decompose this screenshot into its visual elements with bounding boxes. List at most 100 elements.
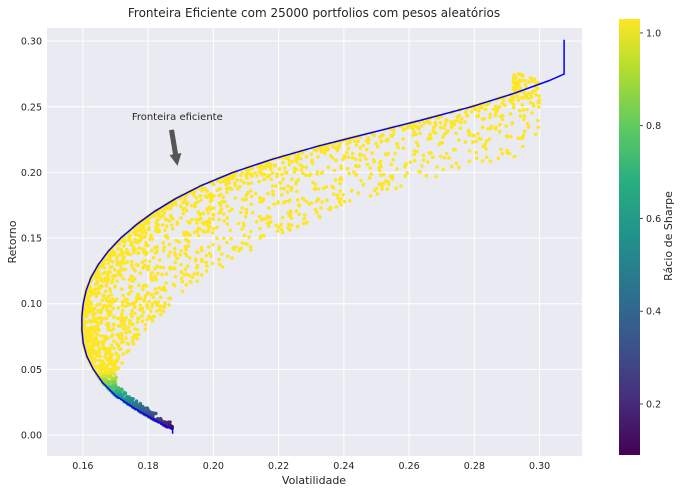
portfolio-point xyxy=(478,137,483,141)
portfolio-point xyxy=(467,159,472,164)
portfolio-point xyxy=(428,132,432,137)
portfolio-point xyxy=(243,197,247,202)
portfolio-point xyxy=(108,374,113,379)
portfolio-point xyxy=(145,251,149,255)
portfolio-point xyxy=(277,225,281,229)
portfolio-point xyxy=(497,105,502,109)
portfolio-point xyxy=(183,197,187,201)
portfolio-point xyxy=(106,300,111,304)
portfolio-point xyxy=(123,391,128,396)
portfolio-point xyxy=(316,197,321,202)
portfolio-point xyxy=(281,160,285,165)
portfolio-point xyxy=(178,253,182,257)
portfolio-point xyxy=(391,132,396,137)
portfolio-point xyxy=(341,192,345,197)
portfolio-point xyxy=(243,242,248,246)
portfolio-point xyxy=(272,202,276,206)
portfolio-point xyxy=(331,156,335,160)
portfolio-point xyxy=(475,156,479,160)
portfolio-point xyxy=(183,251,188,256)
portfolio-point xyxy=(156,227,161,232)
portfolio-point xyxy=(123,318,127,323)
portfolio-point xyxy=(135,320,140,324)
portfolio-point xyxy=(285,190,290,194)
portfolio-point xyxy=(153,300,157,304)
portfolio-point xyxy=(322,151,327,156)
portfolio-point xyxy=(523,92,528,97)
portfolio-point xyxy=(173,200,177,205)
portfolio-point xyxy=(254,219,259,224)
portfolio-point xyxy=(109,371,113,375)
portfolio-point xyxy=(109,343,114,348)
portfolio-point xyxy=(316,155,320,159)
portfolio-point xyxy=(186,220,190,224)
portfolio-point xyxy=(132,327,137,331)
portfolio-point xyxy=(225,182,229,186)
portfolio-point xyxy=(249,229,253,234)
portfolio-point xyxy=(419,124,424,128)
portfolio-point xyxy=(356,191,361,195)
portfolio-point xyxy=(238,210,243,215)
portfolio-point xyxy=(309,152,314,156)
portfolio-point xyxy=(149,276,154,280)
portfolio-point xyxy=(438,121,443,125)
portfolio-point xyxy=(192,190,197,194)
portfolio-point xyxy=(220,252,224,256)
portfolio-point xyxy=(112,346,116,351)
portfolio-point xyxy=(297,152,301,156)
portfolio-point xyxy=(125,260,129,265)
portfolio-point xyxy=(359,178,363,183)
portfolio-point xyxy=(97,358,101,363)
portfolio-point xyxy=(194,196,199,200)
portfolio-point xyxy=(96,328,101,333)
portfolio-point xyxy=(183,267,187,272)
portfolio-point xyxy=(90,325,94,330)
portfolio-point xyxy=(279,227,284,232)
portfolio-point xyxy=(110,385,114,390)
portfolio-point xyxy=(135,328,140,332)
portfolio-point xyxy=(336,196,340,200)
portfolio-point xyxy=(352,139,357,143)
portfolio-point xyxy=(170,223,174,227)
portfolio-point xyxy=(126,342,131,346)
portfolio-point xyxy=(240,227,244,231)
y-tick-label: 0.25 xyxy=(21,102,42,113)
portfolio-point xyxy=(98,320,102,325)
portfolio-point xyxy=(143,294,148,298)
portfolio-point xyxy=(106,381,111,386)
portfolio-point xyxy=(282,166,287,170)
portfolio-point xyxy=(221,195,226,200)
portfolio-point xyxy=(143,327,148,332)
portfolio-point xyxy=(297,212,302,217)
portfolio-point xyxy=(154,291,158,296)
portfolio-point xyxy=(338,181,342,186)
portfolio-point xyxy=(109,367,113,372)
portfolio-point xyxy=(106,303,110,308)
portfolio-point xyxy=(129,242,134,246)
portfolio-point xyxy=(122,299,126,303)
portfolio-point xyxy=(125,248,129,252)
portfolio-point xyxy=(124,315,128,320)
portfolio-point xyxy=(190,217,194,222)
portfolio-point xyxy=(95,291,100,296)
portfolio-point xyxy=(509,134,513,139)
portfolio-point xyxy=(106,274,110,279)
portfolio-point xyxy=(202,222,206,227)
portfolio-point xyxy=(114,341,119,346)
portfolio-point xyxy=(284,171,289,175)
colorbar-gradient xyxy=(619,19,640,455)
portfolio-point xyxy=(105,272,110,276)
portfolio-point xyxy=(109,292,114,297)
annotation-text: Fronteira eficiente xyxy=(132,112,223,123)
portfolio-point xyxy=(231,246,235,250)
portfolio-point xyxy=(84,298,88,303)
portfolio-point xyxy=(148,236,153,241)
portfolio-point xyxy=(318,215,322,219)
portfolio-point xyxy=(88,349,92,354)
portfolio-point xyxy=(116,306,121,310)
portfolio-point xyxy=(488,159,493,163)
portfolio-point xyxy=(472,106,477,110)
portfolio-point xyxy=(91,340,96,344)
portfolio-point xyxy=(83,325,87,330)
portfolio-point xyxy=(163,217,168,221)
